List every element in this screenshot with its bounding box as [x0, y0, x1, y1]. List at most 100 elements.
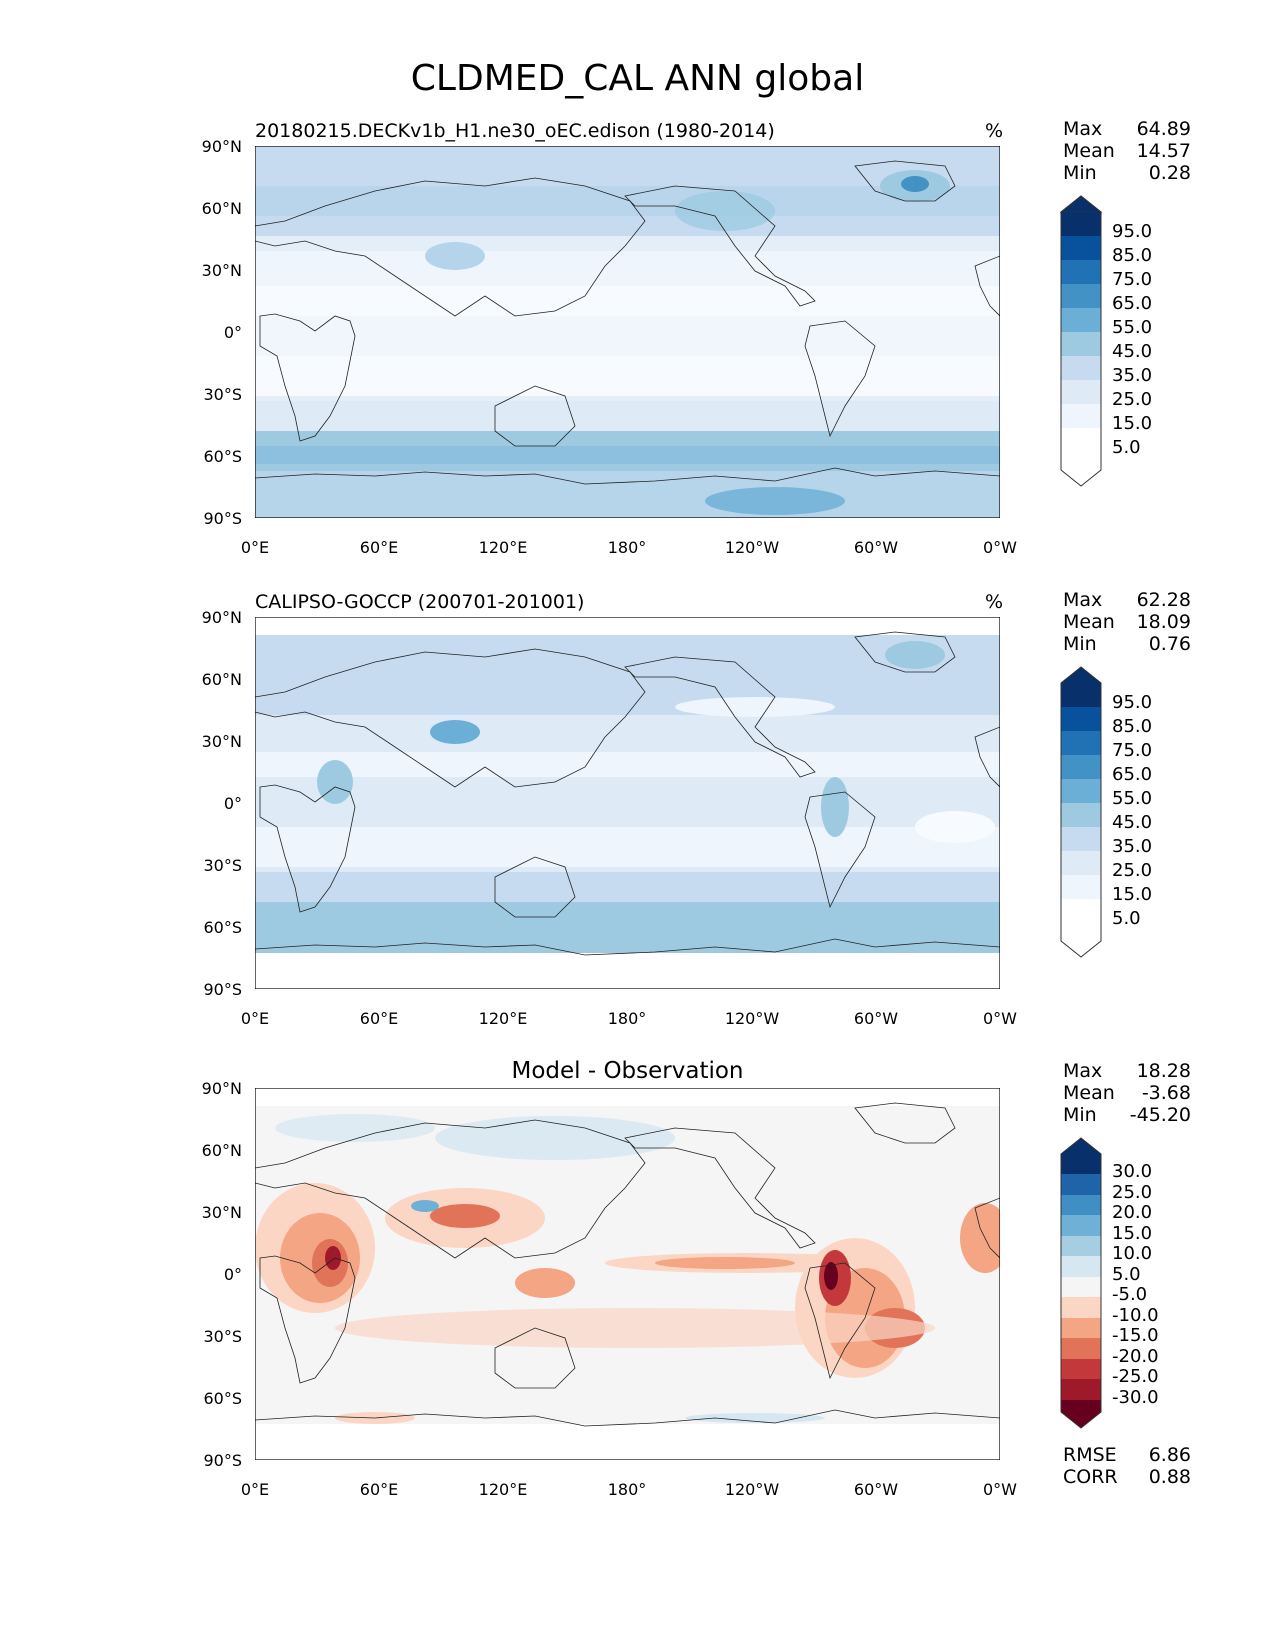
lon-label: 0°E	[240, 1009, 270, 1028]
stat-mean: 18.09	[1136, 611, 1191, 633]
colorbar-label: -15.0	[1112, 1325, 1159, 1346]
stat-min: -45.20	[1129, 1104, 1191, 1126]
lat-label: 60°N	[201, 199, 242, 218]
stat-max: 64.89	[1136, 118, 1191, 140]
lat-label: 60°S	[203, 447, 242, 466]
panel-difference: Model - Observation	[0, 1058, 1275, 1558]
lat-label: 0°	[223, 323, 242, 342]
figure-title: CLDMED_CAL ANN global	[410, 58, 865, 99]
stat-max: 62.28	[1136, 589, 1191, 611]
lon-label: 180°	[607, 1009, 647, 1028]
colorbar-label: 25.0	[1112, 860, 1153, 881]
lat-label: 90°N	[201, 608, 242, 627]
lon-label: 60°W	[853, 1009, 899, 1028]
colorbar-label: 75.0	[1112, 269, 1153, 290]
lat-label: 60°S	[203, 918, 242, 937]
panel-title: Model - Observation	[511, 1058, 744, 1084]
lat-label: 60°N	[201, 670, 242, 689]
colorbar-label: -20.0	[1112, 1346, 1159, 1367]
colorbar-label: 25.0	[1112, 1182, 1153, 1203]
lon-label: 60°E	[359, 538, 399, 557]
lon-label: 60°E	[359, 1480, 399, 1499]
colorbar-label: 75.0	[1112, 740, 1153, 761]
stat-mean: 14.57	[1136, 140, 1191, 162]
lat-label: 30°S	[203, 856, 242, 875]
colorbar-label: 15.0	[1112, 413, 1153, 434]
colorbar-label: 85.0	[1112, 716, 1153, 737]
panel-title: 20180215.DECKv1b_H1.ne30_oEC.edison (198…	[255, 120, 775, 142]
units-label: %	[985, 591, 1004, 613]
colorbar	[1060, 666, 1102, 958]
lat-label: 60°S	[203, 1389, 242, 1408]
colorbar-label: 15.0	[1112, 1223, 1153, 1244]
lat-label: 60°N	[201, 1141, 242, 1160]
lon-label: 0°W	[983, 538, 1017, 557]
metric-rmse: 6.86	[1148, 1444, 1191, 1466]
map-observation	[255, 617, 1000, 989]
lat-label: 30°N	[201, 1203, 242, 1222]
lon-label: 0°E	[240, 1480, 270, 1499]
colorbar-label: 65.0	[1112, 293, 1153, 314]
coastlines	[255, 160, 1000, 485]
colorbar-label: 5.0	[1112, 437, 1141, 458]
colorbar-label: 55.0	[1112, 788, 1153, 809]
colorbar-label: 15.0	[1112, 884, 1153, 905]
colorbar	[1060, 1137, 1102, 1429]
coastlines	[255, 1102, 1000, 1427]
lon-label: 120°W	[724, 1480, 780, 1499]
colorbar-label: 20.0	[1112, 1202, 1153, 1223]
colorbar-label: 30.0	[1112, 1161, 1153, 1182]
lon-label: 120°W	[724, 1009, 780, 1028]
units-label: %	[985, 120, 1004, 142]
panel-observation: CALIPSO-GOCCP (200701-201001) % 90°N 60°…	[0, 587, 1275, 1057]
colorbar-label: 85.0	[1112, 245, 1153, 266]
colorbar-label: 10.0	[1112, 1243, 1153, 1264]
lon-label: 0°W	[983, 1009, 1017, 1028]
lat-label: 30°S	[203, 1327, 242, 1346]
colorbar-label: 45.0	[1112, 812, 1153, 833]
lat-label: 90°N	[201, 1079, 242, 1098]
colorbar-label: 45.0	[1112, 341, 1153, 362]
lon-label: 180°	[607, 538, 647, 557]
panel-model: 20180215.DECKv1b_H1.ne30_oEC.edison (198…	[0, 116, 1275, 586]
colorbar-label: 55.0	[1112, 317, 1153, 338]
stats-box: Max 62.28 Mean 18.09 Min 0.76	[1063, 589, 1191, 655]
coastlines	[255, 631, 1000, 956]
lat-label: 30°S	[203, 385, 242, 404]
map-model	[255, 146, 1000, 518]
stat-min: 0.76	[1148, 633, 1191, 655]
lon-label: 60°E	[359, 1009, 399, 1028]
colorbar-label: 35.0	[1112, 836, 1153, 857]
metrics-box: RMSE 6.86 CORR 0.88	[1063, 1444, 1191, 1488]
lon-label: 120°E	[478, 1480, 528, 1499]
metric-corr: 0.88	[1148, 1466, 1191, 1488]
panel-title: CALIPSO-GOCCP (200701-201001)	[255, 591, 585, 613]
colorbar-label: -30.0	[1112, 1387, 1159, 1408]
lon-label: 120°E	[478, 1009, 528, 1028]
lat-label: 30°N	[201, 261, 242, 280]
lon-label: 60°W	[853, 538, 899, 557]
stats-box: Max 18.28 Mean -3.68 Min -45.20	[1063, 1060, 1191, 1126]
lat-label: 90°S	[203, 980, 242, 999]
stat-mean: -3.68	[1141, 1082, 1191, 1104]
lat-label: 30°N	[201, 732, 242, 751]
lon-label: 0°W	[983, 1480, 1017, 1499]
colorbar-label: 25.0	[1112, 389, 1153, 410]
lat-label: 90°S	[203, 509, 242, 528]
lat-label: 90°S	[203, 1451, 242, 1470]
lon-label: 120°E	[478, 538, 528, 557]
lon-label: 0°E	[240, 538, 270, 557]
colorbar-label: -10.0	[1112, 1305, 1159, 1326]
lon-label: 60°W	[853, 1480, 899, 1499]
stat-max: 18.28	[1136, 1060, 1191, 1082]
lat-label: 0°	[223, 1265, 242, 1284]
colorbar-label: 65.0	[1112, 764, 1153, 785]
colorbar-label: 35.0	[1112, 365, 1153, 386]
lat-label: 90°N	[201, 137, 242, 156]
colorbar-label: 95.0	[1112, 221, 1153, 242]
lon-label: 120°W	[724, 538, 780, 557]
stat-min: 0.28	[1148, 162, 1191, 184]
colorbar-label: 5.0	[1112, 908, 1141, 929]
colorbar	[1059, 195, 1103, 487]
colorbar-label: 5.0	[1112, 1264, 1141, 1285]
